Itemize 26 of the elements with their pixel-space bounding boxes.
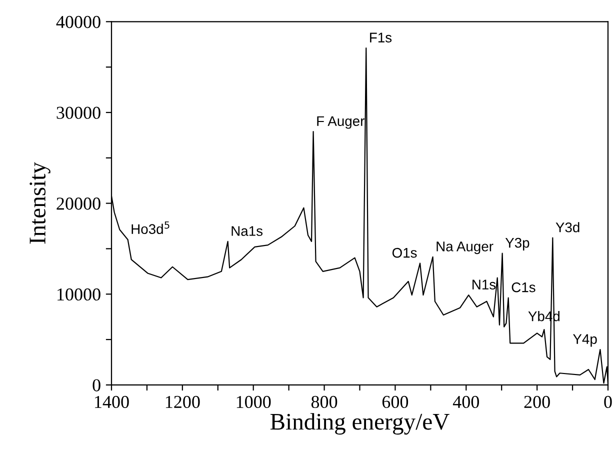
x-tick-label: 800 (311, 396, 338, 408)
annotation: F Auger (317, 116, 364, 129)
x-tick-label: 400 (452, 396, 479, 408)
annotation: Y3p (505, 238, 530, 250)
annotation: N1s (472, 280, 496, 290)
annotation: Na1s (232, 226, 263, 236)
annotation: Ho3d$^{5}$ (132, 221, 170, 234)
y-tick-label: 40000 (56, 16, 100, 28)
y-tick-label: 30000 (56, 106, 100, 119)
y-tick-label: 0 (92, 379, 100, 392)
x-tick-label: 0 (604, 396, 612, 408)
annotation: O1s (392, 248, 417, 258)
annotation: C1s (512, 282, 536, 292)
x-tick-label: 600 (382, 396, 408, 408)
annotation: Y4p (573, 334, 597, 347)
annotation: Y3d (556, 222, 580, 232)
annotation: F1s (370, 32, 392, 42)
x-axis-title: Binding energy/eV (270, 413, 450, 435)
x-tick-label: 1400 (95, 396, 129, 408)
y-axis-title: Intensity (30, 162, 50, 244)
x-tick-label: 200 (524, 396, 550, 408)
y-tick-label: 10000 (58, 288, 100, 301)
annotation: Na Auger (436, 242, 494, 254)
y-tick-label: 20000 (56, 198, 100, 210)
x-tick-label: 1000 (236, 396, 271, 408)
x-tick-label: 1200 (166, 396, 200, 408)
